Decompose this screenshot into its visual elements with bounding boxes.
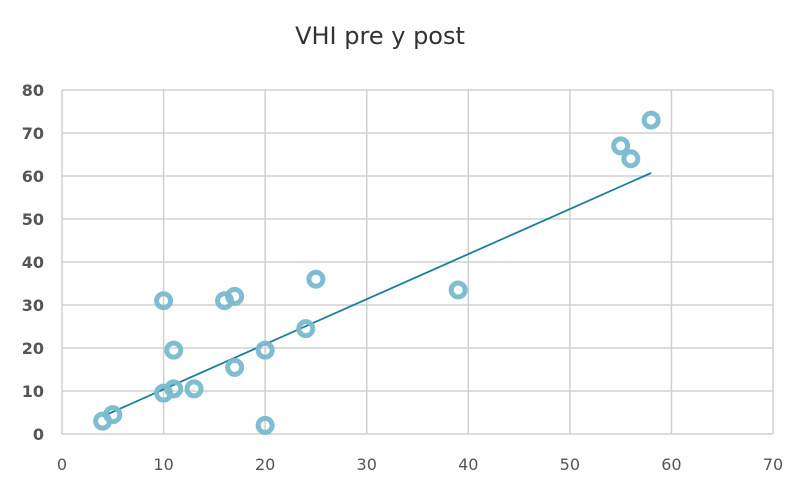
data-point [611,136,631,156]
data-point [154,291,174,311]
data-point [306,269,326,289]
data-point-ring [621,149,641,169]
x-tick-label: 60 [661,455,681,474]
data-point [164,379,184,399]
data-point-ring [184,379,204,399]
x-tick-label: 0 [57,455,67,474]
y-axis-ticks: 0 10 20 30 40 50 60 70 80 [22,81,44,444]
data-point-ring [306,269,326,289]
data-point [255,340,275,360]
x-axis-ticks: 0 10 20 30 40 50 60 70 [57,455,783,474]
data-point-ring [164,340,184,360]
data-point [225,286,245,306]
x-tick-label: 40 [458,455,478,474]
data-point [225,357,245,377]
chart-title: VHI pre y post [295,22,465,50]
grid-lines [61,89,774,435]
x-tick-label: 20 [255,455,275,474]
trendline [102,172,652,418]
x-tick-label: 10 [153,455,173,474]
data-point-ring [255,340,275,360]
x-tick-label: 50 [560,455,580,474]
y-tick-label: 40 [22,253,44,272]
data-point-ring [296,319,316,339]
y-tick-label: 80 [22,81,44,100]
data-point [255,415,275,435]
data-point [621,149,641,169]
y-tick-label: 0 [33,425,44,444]
y-tick-label: 70 [22,124,44,143]
data-point-ring [225,286,245,306]
data-point-ring [255,415,275,435]
data-point-ring [103,405,123,425]
data-point-ring [641,110,661,130]
data-point-ring [448,280,468,300]
data-point [184,379,204,399]
data-point [641,110,661,130]
trendline-layer [102,172,652,418]
data-point [164,340,184,360]
data-point [448,280,468,300]
y-tick-label: 20 [22,339,44,358]
x-tick-label: 30 [357,455,377,474]
data-points [93,110,661,435]
y-tick-label: 10 [22,382,44,401]
data-point-ring [611,136,631,156]
data-point-ring [225,357,245,377]
y-tick-label: 60 [22,167,44,186]
x-tick-label: 70 [763,455,783,474]
data-point [296,319,316,339]
data-point-ring [164,379,184,399]
y-tick-label: 50 [22,210,44,229]
data-point [103,405,123,425]
y-tick-label: 30 [22,296,44,315]
data-point-ring [154,291,174,311]
